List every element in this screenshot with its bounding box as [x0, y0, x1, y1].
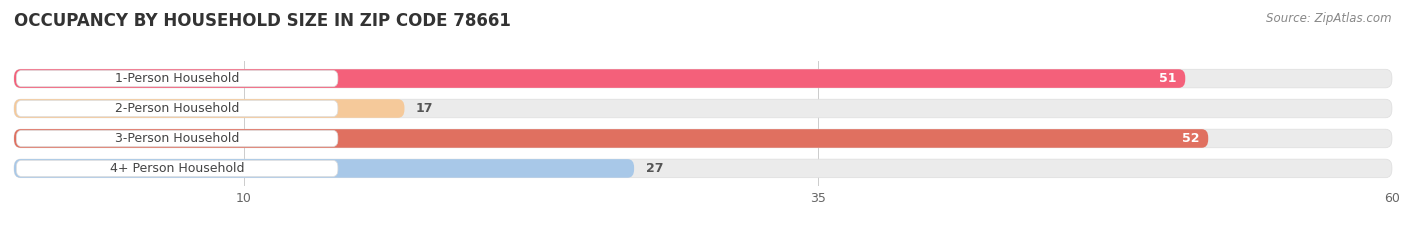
Text: 17: 17 [416, 102, 433, 115]
Text: 4+ Person Household: 4+ Person Household [110, 162, 245, 175]
FancyBboxPatch shape [14, 159, 634, 178]
FancyBboxPatch shape [14, 99, 1392, 118]
FancyBboxPatch shape [14, 69, 1185, 88]
FancyBboxPatch shape [14, 69, 1392, 88]
FancyBboxPatch shape [14, 129, 1392, 148]
Text: 52: 52 [1181, 132, 1199, 145]
FancyBboxPatch shape [17, 160, 337, 177]
FancyBboxPatch shape [14, 129, 1208, 148]
FancyBboxPatch shape [14, 159, 1392, 178]
Text: Source: ZipAtlas.com: Source: ZipAtlas.com [1267, 12, 1392, 25]
FancyBboxPatch shape [17, 70, 337, 87]
Text: OCCUPANCY BY HOUSEHOLD SIZE IN ZIP CODE 78661: OCCUPANCY BY HOUSEHOLD SIZE IN ZIP CODE … [14, 12, 510, 30]
FancyBboxPatch shape [17, 130, 337, 147]
Text: 2-Person Household: 2-Person Household [115, 102, 239, 115]
FancyBboxPatch shape [14, 99, 405, 118]
FancyBboxPatch shape [17, 100, 337, 116]
Text: 27: 27 [645, 162, 664, 175]
Text: 3-Person Household: 3-Person Household [115, 132, 239, 145]
Text: 51: 51 [1159, 72, 1175, 85]
Text: 1-Person Household: 1-Person Household [115, 72, 239, 85]
